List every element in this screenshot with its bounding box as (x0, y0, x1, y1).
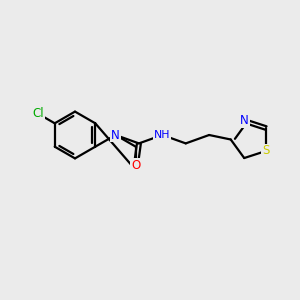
Text: Cl: Cl (32, 107, 44, 120)
Text: N: N (240, 115, 249, 128)
Text: O: O (131, 158, 141, 172)
Text: S: S (262, 145, 270, 158)
Text: NH: NH (154, 130, 171, 140)
Text: N: N (111, 128, 120, 142)
